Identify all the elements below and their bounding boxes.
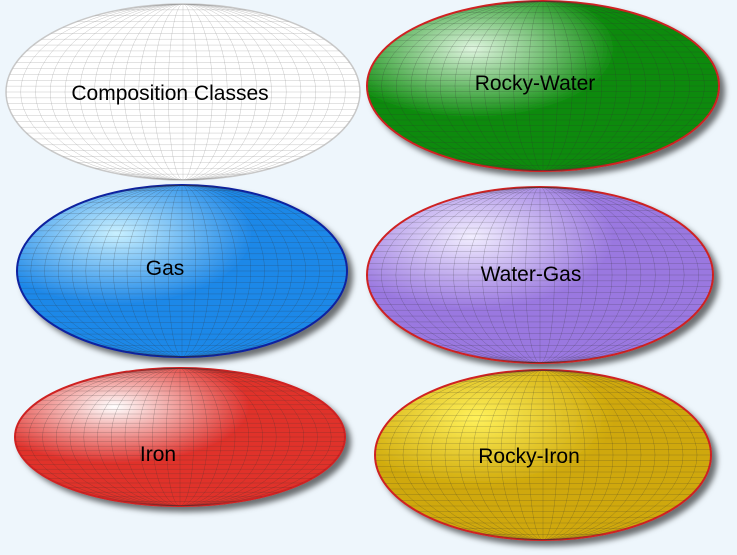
- meridian-line: [440, 1, 646, 171]
- gas-globe-grid: [17, 185, 347, 357]
- rocky-iron-label: Rocky-Iron: [478, 445, 580, 468]
- meridian-line: [97, 368, 263, 506]
- iron-globe-body: [14, 367, 346, 507]
- class-globe-water-gas: Water-Gas: [366, 186, 714, 364]
- meridian-line: [458, 370, 628, 540]
- water-gas-globe-grid: [367, 187, 713, 363]
- meridian-line: [388, 370, 698, 540]
- rocky-water-globe-body: [366, 0, 720, 172]
- meridian-line: [482, 187, 598, 363]
- rocky-iron-globe-body: [374, 369, 712, 541]
- class-globe-rocky-water: Rocky-Water: [366, 0, 720, 172]
- meridian-line: [498, 1, 588, 171]
- meridian-line: [402, 370, 684, 540]
- gas-label: Gas: [146, 257, 185, 280]
- meridian-line: [166, 368, 194, 506]
- meridian-line: [35, 4, 331, 180]
- meridian-line: [152, 368, 208, 506]
- class-globe-iron: Iron: [14, 367, 346, 507]
- meridian-line: [467, 187, 613, 363]
- meridian-line: [140, 185, 224, 357]
- meridian-line: [513, 1, 573, 171]
- meridian-line: [109, 4, 257, 180]
- meridian-line: [410, 187, 670, 363]
- meridian-line: [424, 187, 656, 363]
- meridian-line: [416, 370, 670, 540]
- meridian-line: [496, 187, 584, 363]
- meridian-line: [30, 185, 334, 357]
- meridian-line: [438, 187, 642, 363]
- title-globe: Composition Classes: [5, 3, 361, 181]
- rocky-water-globe-grid: [367, 1, 719, 171]
- iron-label: Iron: [140, 443, 176, 466]
- meridian-line: [50, 4, 316, 180]
- meridian-line: [20, 4, 346, 180]
- meridian-line: [64, 4, 302, 180]
- meridian-line: [111, 368, 249, 506]
- meridian-line: [472, 370, 614, 540]
- meridian-line: [454, 1, 632, 171]
- meridian-line: [168, 4, 198, 180]
- meridian-line: [430, 370, 656, 540]
- class-globe-gas: Gas: [16, 184, 348, 358]
- rocky-iron-globe-grid: [375, 370, 711, 540]
- meridian-line: [381, 187, 699, 363]
- meridian-line: [453, 187, 627, 363]
- meridian-line: [381, 1, 705, 171]
- meridian-line: [528, 370, 558, 540]
- meridian-line: [510, 187, 570, 363]
- meridian-line: [444, 370, 642, 540]
- meridian-line: [124, 368, 236, 506]
- meridian-line: [500, 370, 586, 540]
- iron-globe-grid: [15, 368, 345, 506]
- meridian-line: [395, 187, 685, 363]
- meridian-line: [28, 368, 332, 506]
- meridian-line: [154, 185, 210, 357]
- class-globe-rocky-iron: Rocky-Iron: [374, 369, 712, 541]
- meridian-line: [514, 370, 572, 540]
- meridian-line: [94, 4, 272, 180]
- meridian-line: [113, 185, 251, 357]
- meridian-line: [126, 185, 238, 357]
- meridian-line: [85, 185, 279, 357]
- meridian-line: [83, 368, 277, 506]
- meridian-line: [123, 4, 243, 180]
- meridian-line: [58, 185, 306, 357]
- meridian-line: [138, 368, 222, 506]
- meridian-line: [79, 4, 287, 180]
- meridian-line: [484, 1, 602, 171]
- meridian-line: [410, 1, 676, 171]
- meridian-line: [56, 368, 304, 506]
- meridian-line: [469, 1, 617, 171]
- meridian-line: [168, 185, 196, 357]
- meridian-line: [153, 4, 213, 180]
- meridian-line: [528, 1, 558, 171]
- rocky-water-label: Rocky-Water: [475, 72, 596, 95]
- meridian-line: [44, 185, 320, 357]
- meridian-line: [71, 185, 293, 357]
- meridian-line: [138, 4, 228, 180]
- meridian-line: [525, 187, 555, 363]
- meridian-line: [396, 1, 690, 171]
- gas-globe-body: [16, 184, 348, 358]
- meridian-line: [425, 1, 661, 171]
- meridian-line: [99, 185, 265, 357]
- meridian-line: [486, 370, 600, 540]
- water-gas-label: Water-Gas: [481, 263, 582, 286]
- title-label: Composition Classes: [71, 82, 268, 105]
- title-globe-grid: [6, 4, 360, 180]
- water-gas-globe-body: [366, 186, 714, 364]
- meridian-line: [69, 368, 291, 506]
- meridian-line: [42, 368, 318, 506]
